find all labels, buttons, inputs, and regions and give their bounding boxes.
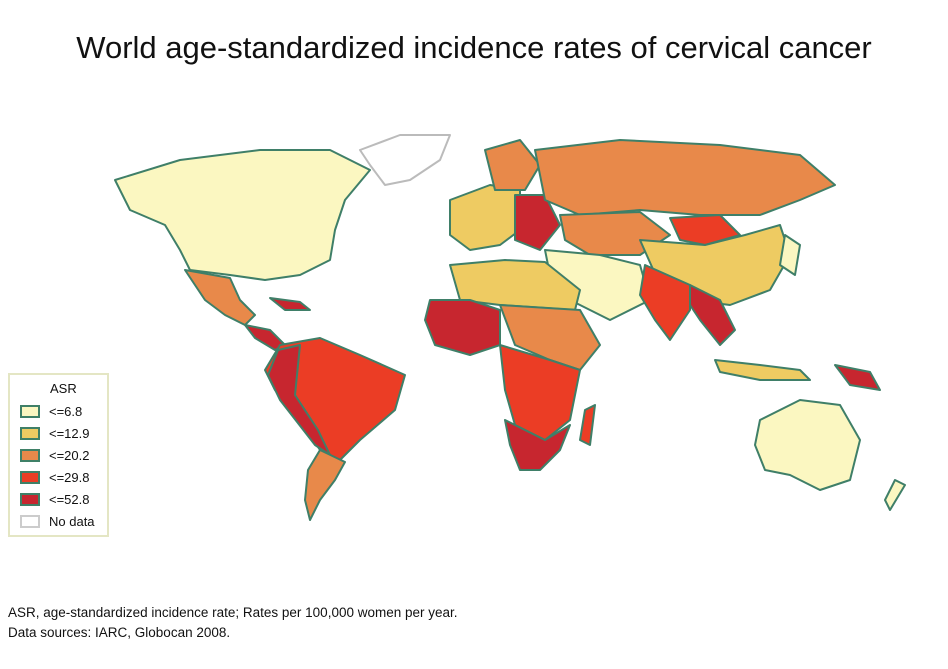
legend-item: <=29.8 [20, 469, 90, 485]
region-canada-usa [114, 149, 371, 281]
legend-swatch [20, 404, 40, 418]
footnote: ASR, age-standardized incidence rate; Ra… [8, 603, 458, 643]
legend-swatch [20, 514, 40, 528]
region-greenland [359, 134, 451, 186]
region-madagascar [579, 404, 596, 446]
legend-label: <=6.8 [49, 403, 83, 419]
region-new-zealand [884, 479, 906, 511]
region-mexico [184, 269, 256, 326]
region-central-africa [499, 344, 581, 441]
map-legend: ASR <=6.8 <=12.9 <=20.2 <=29.8 <=52.8 No… [8, 373, 109, 537]
legend-swatch [20, 492, 40, 506]
legend-item: <=12.9 [20, 425, 90, 441]
legend-label: <=52.8 [49, 491, 90, 507]
region-southern-cone [304, 449, 346, 521]
region-australia [754, 399, 861, 491]
region-russia [534, 139, 836, 216]
region-caribbean [269, 297, 311, 311]
region-western-europe [449, 184, 521, 251]
legend-item: No data [20, 513, 95, 529]
legend-label: <=20.2 [49, 447, 90, 463]
region-japan [779, 234, 801, 276]
region-west-africa [424, 299, 501, 356]
legend-item: <=52.8 [20, 491, 90, 507]
region-southern-africa [504, 419, 571, 471]
legend-item: <=20.2 [20, 447, 90, 463]
legend-label: <=29.8 [49, 469, 90, 485]
region-papua [834, 364, 881, 391]
legend-label: No data [49, 513, 95, 529]
legend-label: <=12.9 [49, 425, 90, 441]
region-indonesia [714, 359, 811, 381]
region-eastern-europe [514, 194, 561, 251]
region-southeast-asia [689, 284, 736, 346]
footnote-line: ASR, age-standardized incidence rate; Ra… [8, 605, 458, 620]
legend-item: <=6.8 [20, 403, 82, 419]
map-title: World age-standardized incidence rates o… [76, 30, 872, 65]
legend-swatch [20, 470, 40, 484]
legend-swatch [20, 426, 40, 440]
footnote-line: Data sources: IARC, Globocan 2008. [8, 625, 231, 640]
region-scandinavia [484, 139, 541, 191]
legend-title: ASR [50, 381, 77, 396]
legend-swatch [20, 448, 40, 462]
